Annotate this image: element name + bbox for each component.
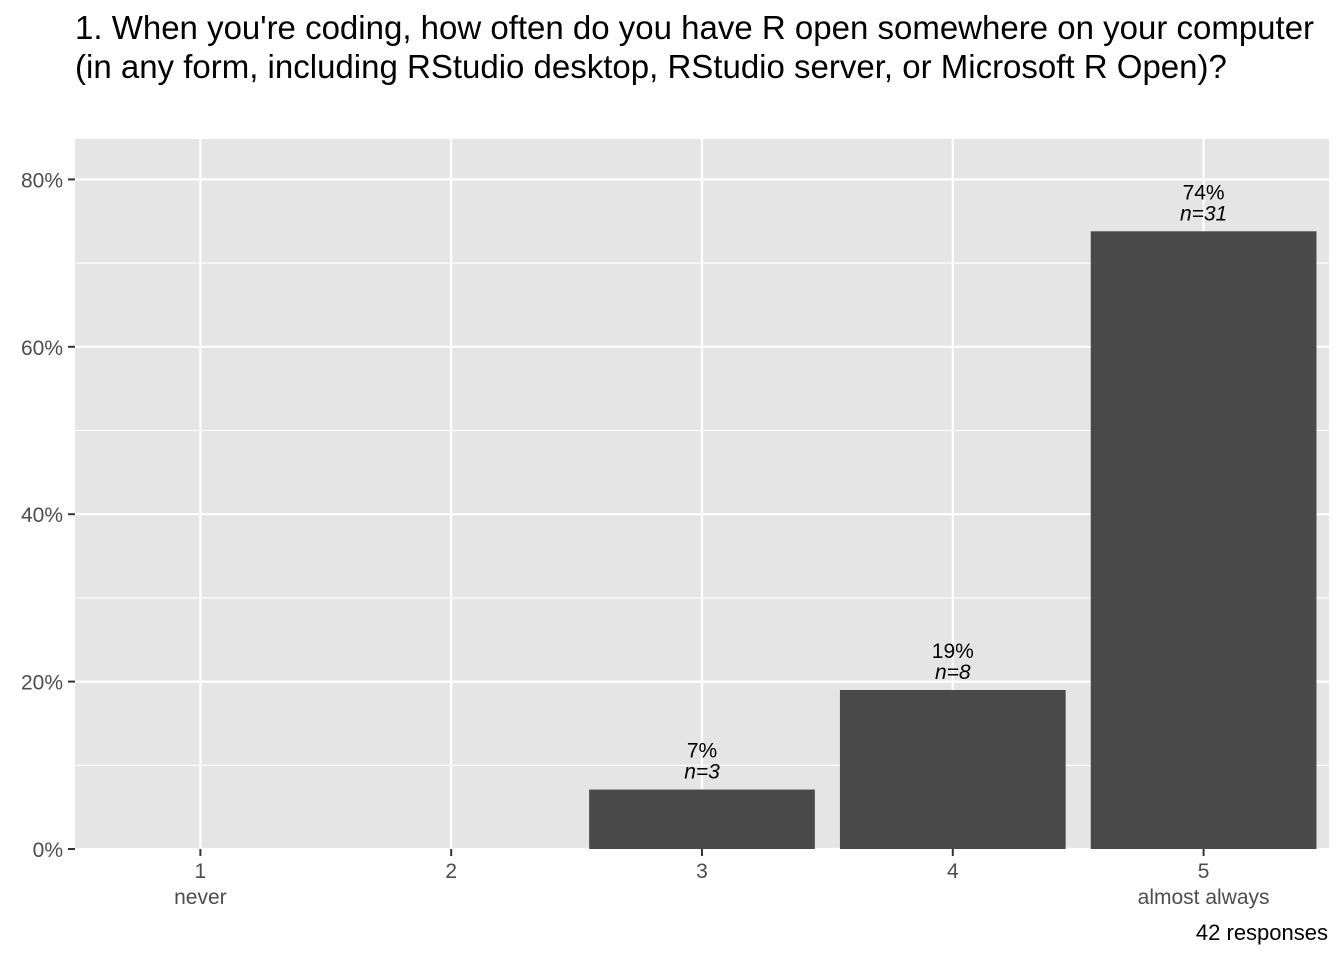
y-tick-label: 60% [21,337,63,360]
y-tick-label: 0% [33,839,63,862]
y-tick-label: 40% [21,504,63,527]
bar-count-label: n=3 [684,761,720,784]
bar-count-label: n=31 [1180,202,1227,225]
bar-percent-label: 19% [932,640,974,663]
y-tick-label: 20% [21,672,63,695]
bar-4 [839,689,1066,849]
bar-count-label: n=8 [935,661,971,684]
bar-percent-label: 7% [687,740,717,763]
bar-5 [1090,231,1317,849]
x-tick-label: 1 [195,860,207,883]
bar-3 [589,789,815,849]
x-tick-sublabel: almost always [1138,886,1270,909]
x-tick-label: 2 [445,860,457,883]
response-count-caption: 42 responses [1195,920,1328,945]
x-tick-sublabel: never [174,886,227,909]
chart-title: 1. When you're coding, how often do you … [75,9,1315,85]
y-tick-label: 80% [21,169,63,192]
bar-percent-label: 74% [1183,181,1225,204]
x-tick-label: 3 [696,860,708,883]
x-tick-label: 4 [947,860,959,883]
x-tick-label: 5 [1198,860,1210,883]
